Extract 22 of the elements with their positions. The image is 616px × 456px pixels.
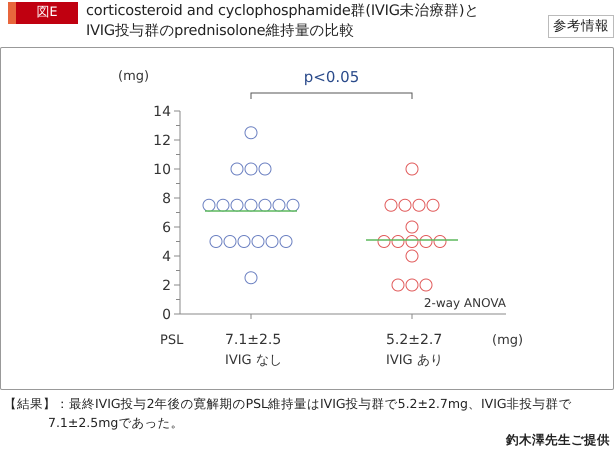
text: (mg) <box>492 333 524 348</box>
text: p<0.05 <box>304 68 360 86</box>
y-axis-title: (mg) <box>118 69 150 84</box>
annotations[9]: 釣木澤先生ご提供 <box>506 432 610 449</box>
annotations[0]: 図E <box>8 2 78 24</box>
annotations[8]: 【結果】：最終IVIG投与2年後の寛解期のPSL維持量はIVIG投与群で5.2±2.7mg、IVIG非投与群で7.1±2.5mgであった。 <box>4 395 573 432</box>
x-tick-label: IVIG あり <box>386 353 443 368</box>
title: corticosteroid and cyclophosphamide群(IVIG未治療群)とIVIG投与群のprednisolone維持量の比較 <box>86 2 480 41</box>
yticks[12]: 12 <box>153 133 171 149</box>
annotation: 2-way ANOVA <box>424 296 507 310</box>
yticks[6]: 6 <box>162 220 171 236</box>
yticks[14]: 14 <box>153 104 171 120</box>
annotations[1]: 参考情報 <box>548 15 614 38</box>
annotation: 5.2±2.7 <box>386 332 442 348</box>
yticks[10]: 10 <box>153 162 171 178</box>
yticks[4]: 4 <box>162 249 171 265</box>
annotation: 7.1±2.5 <box>225 332 282 348</box>
yticks[0]: 0 <box>162 307 171 323</box>
text: PSL <box>160 333 184 348</box>
yticks[2]: 2 <box>162 278 171 294</box>
x-tick-label: IVIG なし <box>225 353 282 368</box>
yticks[8]: 8 <box>162 191 171 207</box>
